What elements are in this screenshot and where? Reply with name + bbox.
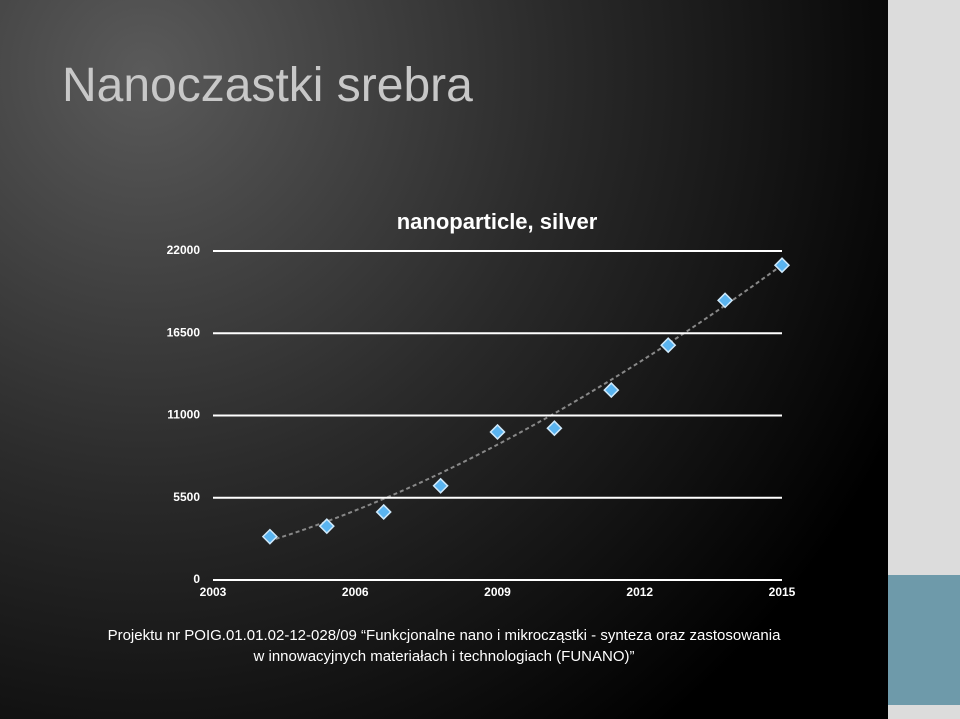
x-tick-label: 2015 — [769, 585, 796, 599]
marker — [603, 382, 620, 399]
x-tick-label: 2006 — [342, 585, 369, 599]
y-tick-label: 22000 — [167, 243, 201, 257]
marker — [773, 257, 791, 274]
marker — [318, 518, 335, 535]
marker — [375, 503, 392, 521]
footer-line: Projektu nr POIG.01.01.02-12-028/09 “Fun… — [107, 627, 781, 644]
y-tick-label: 11000 — [167, 408, 200, 422]
chart: nanoparticle, silver 0 5500 11000 16500 2200… — [167, 209, 796, 599]
x-tick-label: 2003 — [200, 585, 227, 599]
marker — [432, 477, 449, 494]
x-tick-label: 2009 — [484, 585, 511, 599]
footer-line: w innowacyjnych materiałach i technologi… — [253, 648, 635, 665]
y-tick-label: 16500 — [167, 325, 201, 339]
marker — [546, 420, 563, 437]
slide-title: Nanoczastki srebra — [62, 59, 473, 112]
trendline — [268, 264, 783, 542]
marker — [717, 292, 734, 309]
marker — [261, 528, 278, 545]
y-tick-label: 0 — [193, 572, 200, 586]
marker — [660, 337, 677, 354]
y-tick-label: 5500 — [173, 490, 200, 504]
chart-title: nanoparticle, silver — [397, 209, 598, 234]
marker — [489, 423, 506, 441]
x-tick-label: 2012 — [626, 585, 653, 599]
side-accent — [888, 575, 960, 705]
